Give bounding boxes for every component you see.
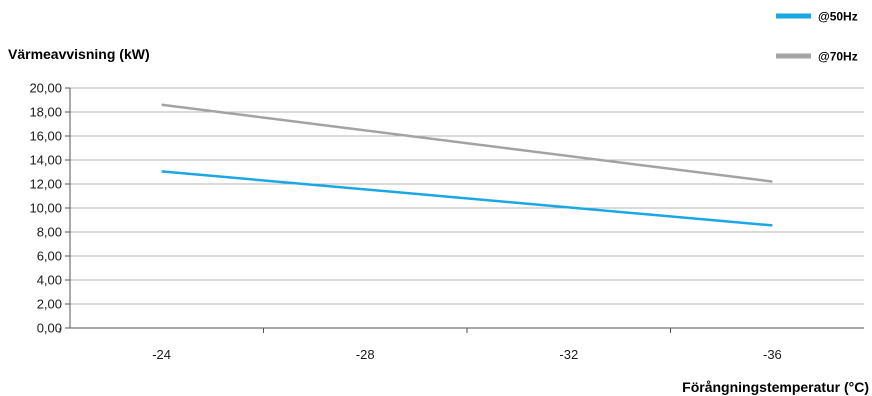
series-lines <box>161 103 773 227</box>
y-tick-label: 20,00 <box>29 81 62 96</box>
gridlines <box>59 87 864 333</box>
y-tick-label: 18,00 <box>29 105 62 120</box>
x-tick-label: -24 <box>152 347 171 362</box>
series-line-70hz <box>161 103 773 183</box>
y-tick-label: 6,00 <box>37 249 62 264</box>
legend-label-50hz: @50Hz <box>818 10 858 24</box>
y-tick-label: 0,00 <box>37 321 62 336</box>
y-tick-label: 14,00 <box>29 153 62 168</box>
x-axis-title: Förångningstemperatur (°C) <box>682 379 869 395</box>
y-tick-label: 4,00 <box>37 273 62 288</box>
y-tick-label: 8,00 <box>37 225 62 240</box>
y-tick-labels: 20,00 18,00 16,00 14,00 12,00 10,00 8,00 6,00 4,… <box>29 81 62 336</box>
x-tick-label: -28 <box>356 347 375 362</box>
x-tick-label: -32 <box>559 347 578 362</box>
legend: @50Hz @70Hz <box>776 10 858 64</box>
y-tick-label: 10,00 <box>29 201 62 216</box>
legend-label-70hz: @70Hz <box>818 50 858 64</box>
x-tick-labels: -24 -28 -32 -36 <box>152 347 782 362</box>
y-axis-title: Värmeavvisning (kW) <box>8 46 150 62</box>
series-line-50hz <box>161 170 773 227</box>
y-tick-label: 16,00 <box>29 129 62 144</box>
x-tick-label: -36 <box>763 347 782 362</box>
y-tick-label: 12,00 <box>29 177 62 192</box>
y-tick-label: 2,00 <box>37 297 62 312</box>
